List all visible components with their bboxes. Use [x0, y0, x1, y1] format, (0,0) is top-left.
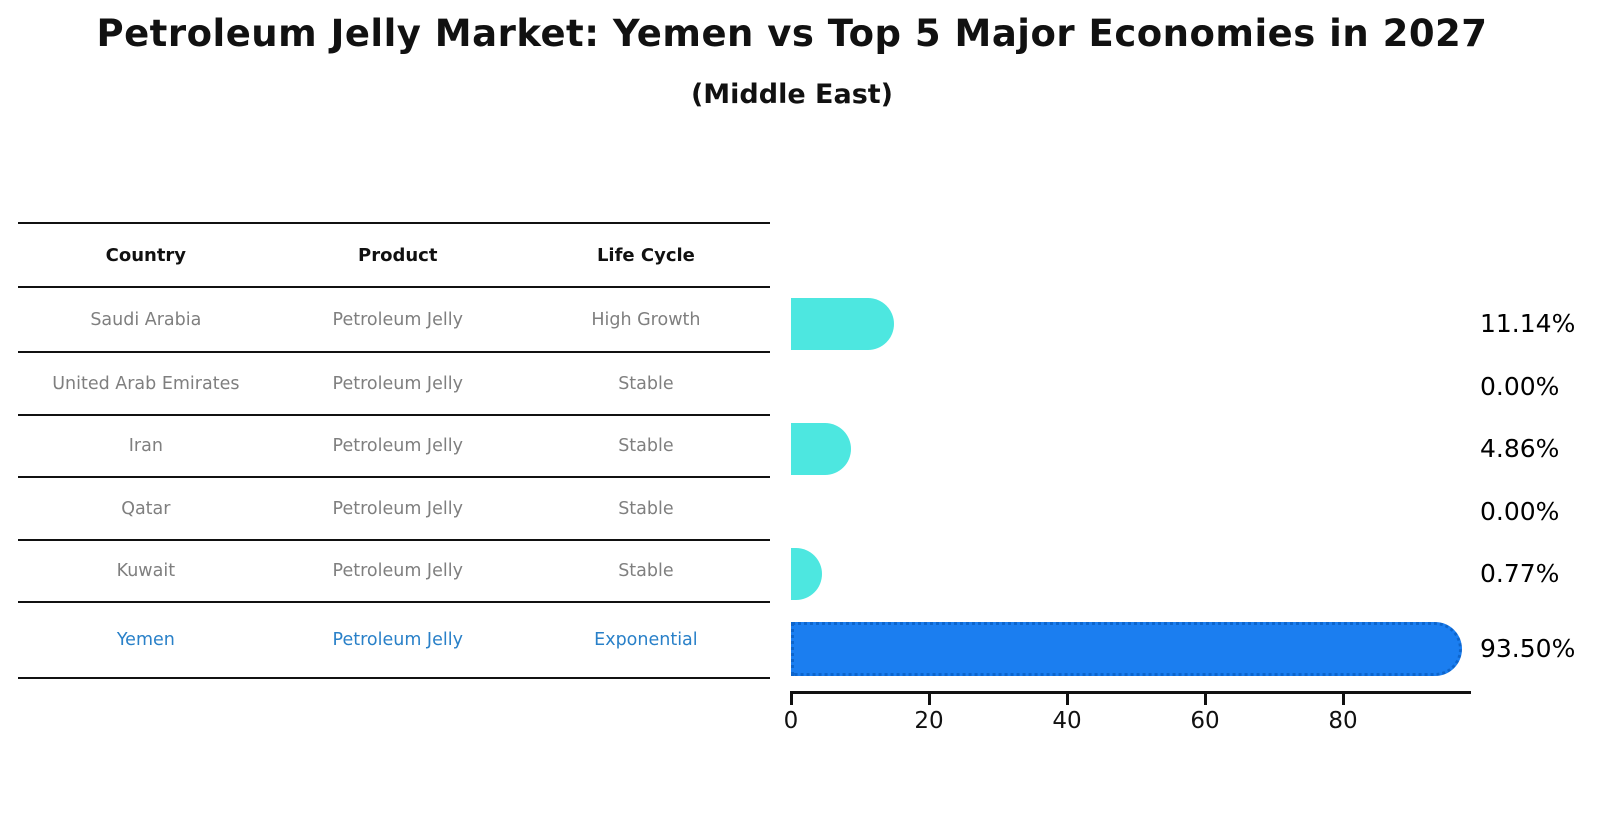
value-label: 0.00% — [1480, 372, 1560, 401]
chart-subtitle: (Middle East) — [690, 79, 894, 110]
table-row: Kuwait Petroleum Jelly Stable — [18, 541, 770, 603]
table-cell-life-cycle: Stable — [618, 498, 674, 519]
table-row: Iran Petroleum Jelly Stable — [18, 416, 770, 478]
table-cell-product: Petroleum Jelly — [332, 309, 463, 330]
x-axis-tick-label: 0 — [783, 708, 799, 734]
table-cell-life-cycle: Stable — [618, 373, 674, 394]
table-row: United Arab Emirates Petroleum Jelly Stabl… — [18, 353, 770, 416]
table-cell-country: Yemen — [116, 630, 175, 650]
value-label: 11.14% — [1480, 309, 1576, 338]
table-cell-life-cycle: High Growth — [591, 309, 701, 330]
x-axis-tick-label: 60 — [1190, 708, 1220, 734]
bar-iran — [791, 423, 851, 475]
table-cell-country: United Arab Emirates — [52, 373, 240, 394]
chart-title: Petroleum Jelly Market: Yemen vs Top 5 M… — [96, 12, 1488, 55]
x-axis-tick-label: 80 — [1328, 708, 1358, 734]
bar-yemen — [791, 622, 1462, 676]
table-cell-country: Saudi Arabia — [90, 309, 202, 330]
x-axis-tick — [790, 694, 793, 705]
value-label: 0.77% — [1480, 559, 1560, 588]
table-header-row: Country Product Life Cycle — [18, 224, 770, 288]
table-row: Qatar Petroleum Jelly Stable — [18, 478, 770, 541]
value-label: 93.50% — [1480, 634, 1576, 663]
x-axis-tick-label: 40 — [1052, 708, 1082, 734]
table-cell-life-cycle: Exponential — [594, 630, 698, 650]
table-cell-product: Petroleum Jelly — [332, 630, 463, 650]
table-cell-product: Petroleum Jelly — [332, 373, 463, 394]
x-axis-line — [790, 691, 1471, 694]
table-cell-life-cycle: Stable — [618, 561, 674, 581]
table-header-country: Country — [105, 244, 187, 266]
bar-saudi-arabia — [791, 298, 894, 350]
table-cell-country: Iran — [128, 436, 163, 456]
x-axis-tick — [1066, 694, 1069, 705]
table-cell-product: Petroleum Jelly — [332, 498, 463, 519]
x-axis-tick — [928, 694, 931, 705]
value-label: 4.86% — [1480, 434, 1560, 463]
table-cell-life-cycle: Stable — [618, 436, 674, 456]
value-label: 0.00% — [1480, 497, 1560, 526]
country-table: Country Product Life Cycle Saudi Arabia P… — [18, 222, 770, 679]
table-cell-country: Qatar — [121, 498, 171, 519]
x-axis-tick — [1342, 694, 1345, 705]
table-cell-product: Petroleum Jelly — [332, 436, 463, 456]
x-axis-tick — [1204, 694, 1207, 705]
table-header-product: Product — [358, 244, 438, 266]
bar-kuwait — [791, 548, 822, 600]
table-cell-country: Kuwait — [116, 561, 176, 581]
table-row: Saudi Arabia Petroleum Jelly High Growth — [18, 288, 770, 353]
table-header-lifecycle: Life Cycle — [596, 244, 695, 266]
x-axis-tick-label: 20 — [914, 708, 944, 734]
table-cell-product: Petroleum Jelly — [332, 561, 463, 581]
table-row: Yemen Petroleum Jelly Exponential — [18, 603, 770, 679]
